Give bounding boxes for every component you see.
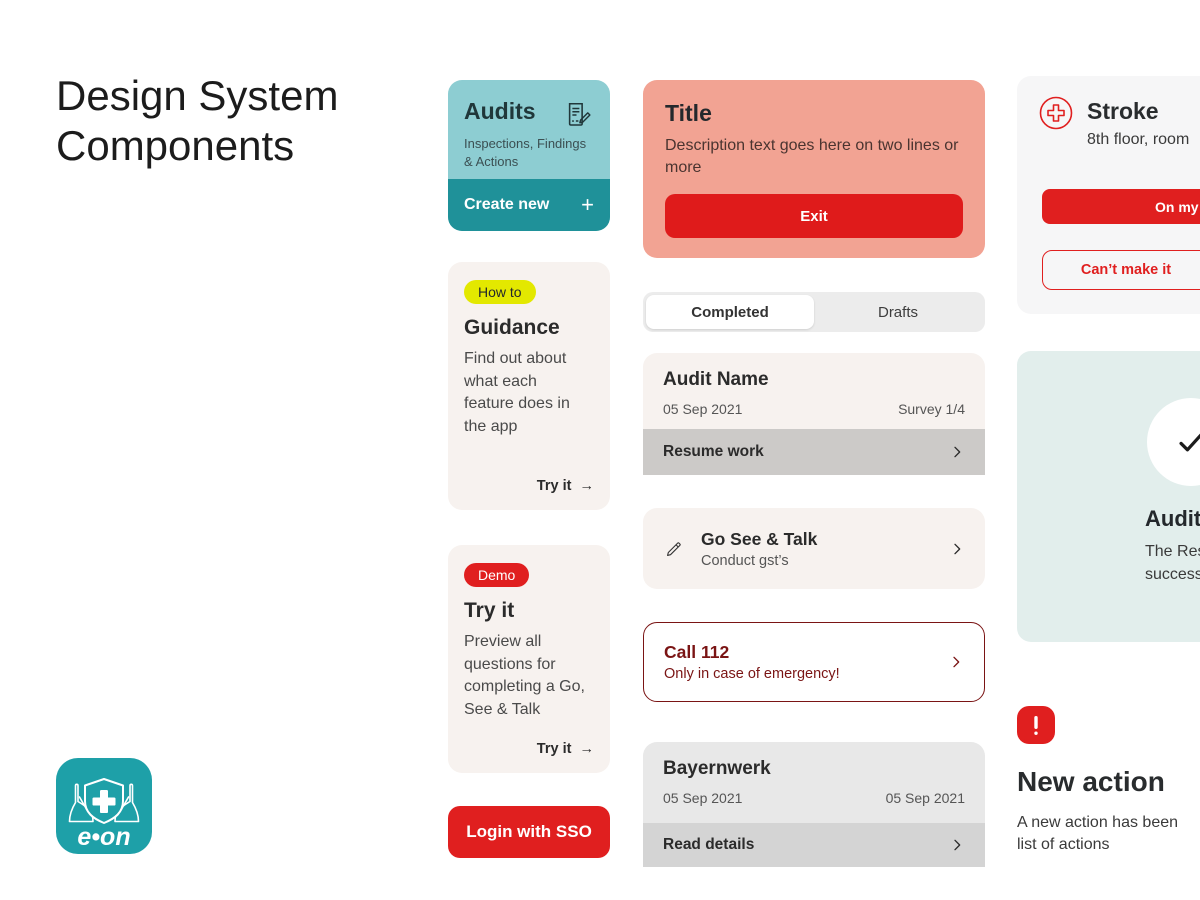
svg-text:e•on: e•on: [77, 823, 130, 851]
